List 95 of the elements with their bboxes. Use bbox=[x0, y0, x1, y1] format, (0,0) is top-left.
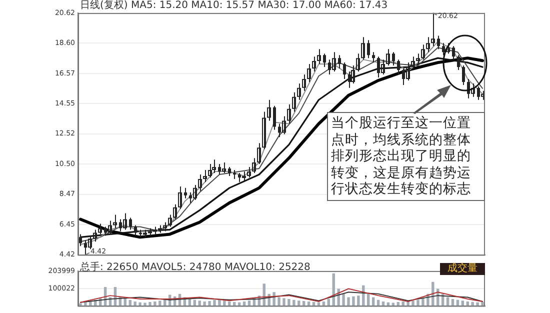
candlestick bbox=[252, 158, 256, 174]
bar bbox=[362, 285, 365, 306]
candlestick bbox=[113, 214, 117, 229]
bar bbox=[481, 302, 484, 306]
candlestick bbox=[411, 56, 415, 70]
candlestick bbox=[79, 234, 82, 247]
bar bbox=[476, 302, 479, 306]
bar bbox=[208, 301, 211, 306]
bar bbox=[158, 300, 162, 306]
candlestick bbox=[222, 162, 226, 174]
candlestick bbox=[457, 54, 460, 71]
bar bbox=[422, 298, 424, 306]
annotation: 成交量 bbox=[440, 263, 485, 275]
candlestick bbox=[332, 52, 336, 72]
candlestick bbox=[203, 170, 207, 182]
bar bbox=[352, 296, 355, 306]
candlestick bbox=[338, 54, 341, 70]
candlestick bbox=[212, 159, 216, 174]
candlestick bbox=[416, 53, 420, 65]
bar bbox=[148, 302, 152, 306]
bar bbox=[357, 296, 360, 306]
candlestick bbox=[317, 48, 321, 65]
bar bbox=[223, 300, 226, 306]
bar bbox=[471, 302, 474, 306]
candlestick bbox=[446, 42, 450, 54]
candlestick bbox=[386, 48, 390, 66]
candlestick bbox=[184, 187, 187, 199]
candlestick bbox=[129, 217, 132, 230]
candlestick bbox=[452, 46, 455, 60]
candlestick bbox=[406, 62, 410, 81]
candlestick bbox=[477, 86, 480, 100]
candlestick bbox=[421, 44, 425, 60]
bar bbox=[288, 298, 290, 306]
candlestick bbox=[282, 116, 286, 135]
bar bbox=[79, 303, 82, 306]
candlestick bbox=[462, 65, 465, 86]
candlestick bbox=[262, 111, 266, 150]
candlestick bbox=[88, 235, 92, 250]
bar bbox=[144, 302, 146, 306]
candlestick bbox=[437, 35, 440, 50]
bar bbox=[134, 302, 136, 306]
candlestick bbox=[198, 174, 202, 192]
candlestick bbox=[307, 64, 311, 82]
candlestick bbox=[98, 223, 102, 235]
bar bbox=[213, 300, 216, 306]
bar bbox=[292, 300, 296, 306]
bar bbox=[84, 302, 87, 306]
candlestick bbox=[93, 229, 97, 242]
candlestick bbox=[351, 65, 355, 84]
candlestick bbox=[123, 212, 127, 230]
candlestick bbox=[381, 59, 385, 75]
candlestick bbox=[361, 36, 365, 60]
candlestick bbox=[323, 53, 326, 68]
candlestick bbox=[168, 214, 172, 228]
candlestick bbox=[247, 166, 251, 178]
candlestick bbox=[302, 74, 306, 92]
chart-title: 总手: 22650 MAVOL5: 24780 MAVOL10: 25228 bbox=[80, 262, 310, 273]
bar bbox=[416, 300, 420, 306]
bar bbox=[198, 300, 201, 306]
candlestick bbox=[208, 164, 212, 178]
candlestick bbox=[134, 224, 137, 236]
bar bbox=[278, 297, 280, 306]
candlestick bbox=[392, 52, 395, 66]
bar bbox=[402, 302, 404, 306]
candlestick bbox=[273, 105, 276, 130]
bar bbox=[272, 292, 276, 306]
candlestick bbox=[397, 59, 400, 75]
candlestick bbox=[367, 40, 370, 59]
candlestick bbox=[348, 71, 351, 88]
bar bbox=[347, 297, 350, 306]
bar bbox=[203, 302, 206, 306]
chart-title: 日线(复权) MA5: 15.20 MA10: 15.57 MA30: 17.00 MA60: 17.43 bbox=[80, 0, 388, 11]
candlestick bbox=[372, 52, 375, 64]
candlestick bbox=[178, 186, 182, 210]
candlestick bbox=[431, 12, 435, 47]
candlestick bbox=[287, 104, 291, 124]
candlestick bbox=[356, 53, 360, 72]
candlestick bbox=[426, 36, 430, 53]
candlestick bbox=[471, 82, 475, 98]
candlestick bbox=[343, 62, 346, 80]
candlestick bbox=[257, 142, 261, 165]
candlestick bbox=[292, 92, 296, 112]
candlestick bbox=[297, 82, 301, 100]
candlestick bbox=[193, 184, 197, 200]
bar bbox=[342, 294, 345, 306]
annotation: 当个股运行至这一位置点时，均线系统的整体排列形态出现了明显的转变，这是原有趋势运行状态发生转变的标志 bbox=[327, 112, 485, 200]
bar bbox=[412, 300, 414, 306]
bar bbox=[138, 302, 142, 306]
bar bbox=[154, 302, 156, 306]
bar bbox=[89, 302, 92, 306]
bar bbox=[282, 298, 286, 306]
candlestick bbox=[312, 56, 316, 72]
candlestick bbox=[108, 220, 112, 235]
candlestick bbox=[267, 99, 271, 122]
candlestick bbox=[173, 204, 177, 220]
